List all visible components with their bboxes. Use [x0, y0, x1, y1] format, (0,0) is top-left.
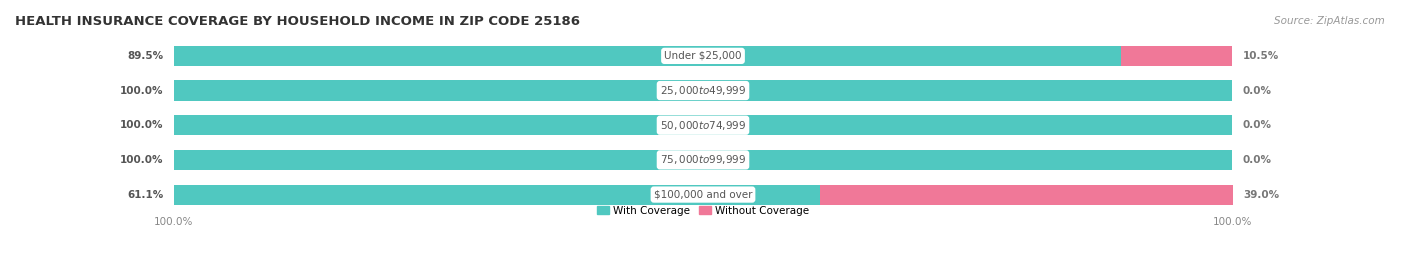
Bar	[174, 115, 1232, 135]
Text: $100,000 and over: $100,000 and over	[654, 190, 752, 200]
Text: 0.0%: 0.0%	[1243, 120, 1272, 130]
Legend: With Coverage, Without Coverage: With Coverage, Without Coverage	[596, 206, 810, 215]
Text: 100.0%: 100.0%	[120, 155, 163, 165]
Bar	[174, 46, 1121, 66]
Text: $75,000 to $99,999: $75,000 to $99,999	[659, 153, 747, 167]
Text: 89.5%: 89.5%	[127, 51, 163, 61]
Text: $25,000 to $49,999: $25,000 to $49,999	[659, 84, 747, 97]
Bar	[1121, 46, 1232, 66]
Text: 100.0%: 100.0%	[120, 86, 163, 95]
Text: 0.0%: 0.0%	[1243, 155, 1272, 165]
Bar	[821, 185, 1233, 205]
Bar	[174, 185, 821, 205]
Text: Source: ZipAtlas.com: Source: ZipAtlas.com	[1274, 16, 1385, 26]
Text: 61.1%: 61.1%	[127, 190, 163, 200]
Text: Under $25,000: Under $25,000	[664, 51, 742, 61]
Bar	[174, 115, 1232, 135]
Bar	[174, 80, 1232, 101]
Text: $50,000 to $74,999: $50,000 to $74,999	[659, 119, 747, 132]
Text: 100.0%: 100.0%	[155, 217, 194, 227]
Bar	[174, 46, 1232, 66]
Text: 10.5%: 10.5%	[1243, 51, 1279, 61]
Bar	[174, 150, 1232, 170]
Text: HEALTH INSURANCE COVERAGE BY HOUSEHOLD INCOME IN ZIP CODE 25186: HEALTH INSURANCE COVERAGE BY HOUSEHOLD I…	[15, 15, 581, 28]
Bar	[174, 80, 1232, 101]
Text: 39.0%: 39.0%	[1243, 190, 1279, 200]
Bar	[174, 150, 1232, 170]
Bar	[174, 185, 1232, 205]
Text: 100.0%: 100.0%	[120, 120, 163, 130]
Text: 100.0%: 100.0%	[1212, 217, 1251, 227]
Text: 0.0%: 0.0%	[1243, 86, 1272, 95]
